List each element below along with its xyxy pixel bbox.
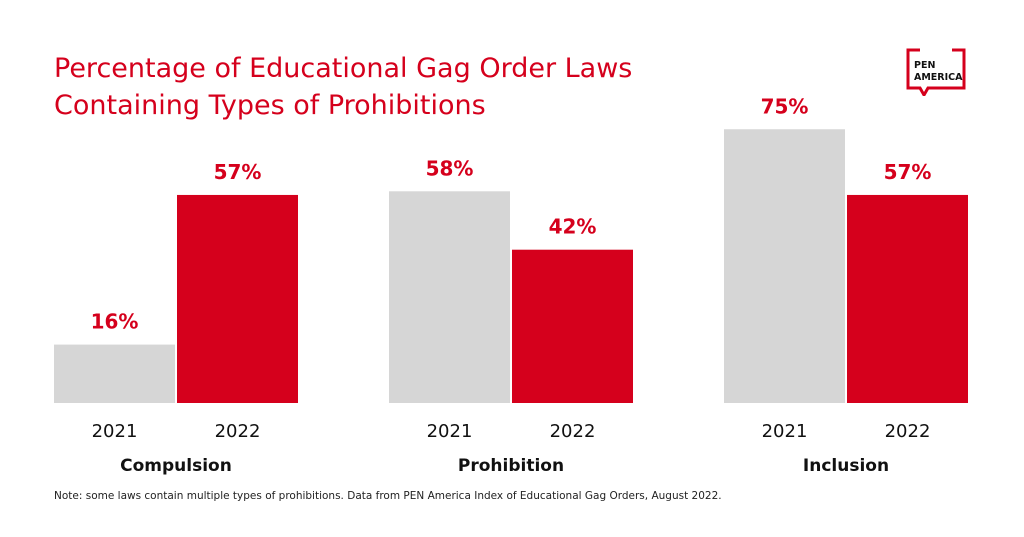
bar-compulsion-2021 xyxy=(54,344,175,403)
x-tick-label: 2022 xyxy=(550,421,596,442)
value-label: 57% xyxy=(884,160,932,184)
value-label: 57% xyxy=(214,160,262,184)
title-line-1: Percentage of Educational Gag Order Laws xyxy=(54,53,633,84)
x-tick-label: 2022 xyxy=(215,421,261,442)
svg-text:PEN: PEN xyxy=(914,60,935,71)
group-label: Prohibition xyxy=(458,456,564,476)
value-label: 42% xyxy=(549,215,597,239)
x-tick-label: 2021 xyxy=(762,421,808,442)
group-label: Inclusion xyxy=(803,456,889,476)
x-tick-label: 2021 xyxy=(92,421,138,442)
bar-prohibition-2022 xyxy=(512,249,633,403)
value-label: 16% xyxy=(91,310,139,334)
value-label: 75% xyxy=(761,94,809,118)
bar-prohibition-2021 xyxy=(389,191,510,403)
svg-text:AMERICA: AMERICA xyxy=(914,72,963,83)
pen-america-logo: PEN AMERICA xyxy=(906,48,966,96)
value-label: 58% xyxy=(426,156,474,180)
group-label: Compulsion xyxy=(120,456,232,476)
x-tick-label: 2021 xyxy=(427,421,473,442)
footnote: Note: some laws contain multiple types o… xyxy=(54,490,722,502)
x-tick-label: 2022 xyxy=(885,421,931,442)
title-line-2: Containing Types of Prohibitions xyxy=(54,90,486,121)
chart-title: Percentage of Educational Gag Order Laws… xyxy=(54,50,632,124)
bar-inclusion-2021 xyxy=(724,129,845,403)
bar-inclusion-2022 xyxy=(847,194,968,403)
bar-compulsion-2022 xyxy=(177,194,298,403)
